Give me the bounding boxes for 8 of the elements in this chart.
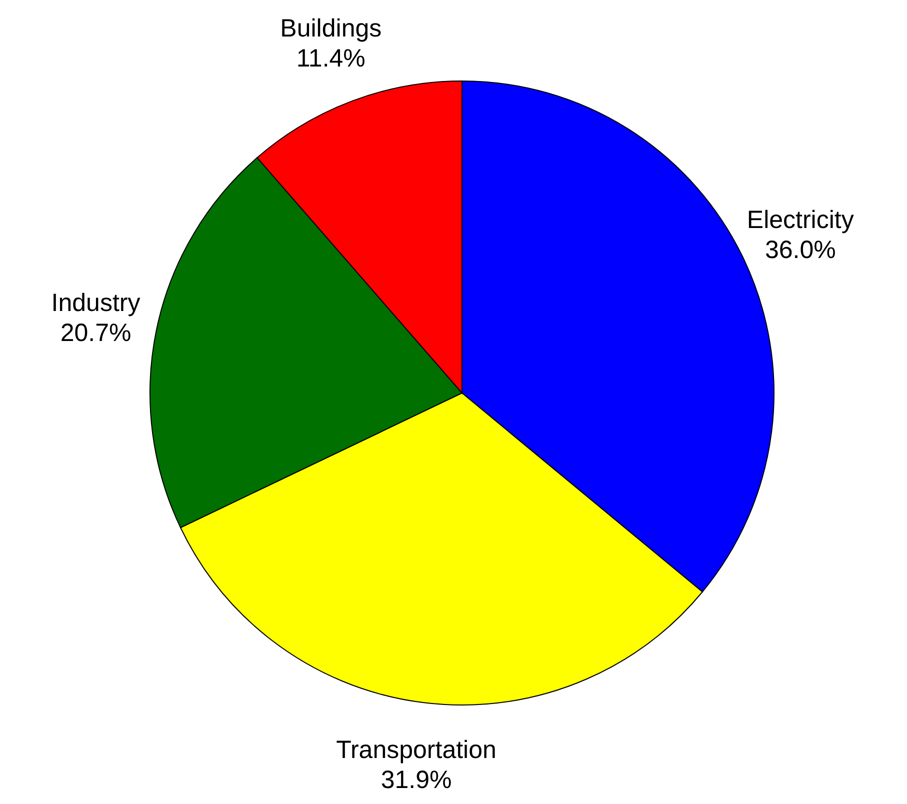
- data-label: 36.0%: [764, 236, 836, 264]
- slice-label: Industry: [51, 289, 141, 318]
- slice-label: Transportation: [336, 736, 496, 764]
- slice-label: Electricity: [746, 206, 854, 234]
- slice-label: Buildings: [280, 14, 382, 43]
- data-label: 31.9%: [380, 766, 452, 794]
- data-label: 20.7%: [60, 319, 132, 348]
- data-label: 11.4%: [296, 44, 366, 73]
